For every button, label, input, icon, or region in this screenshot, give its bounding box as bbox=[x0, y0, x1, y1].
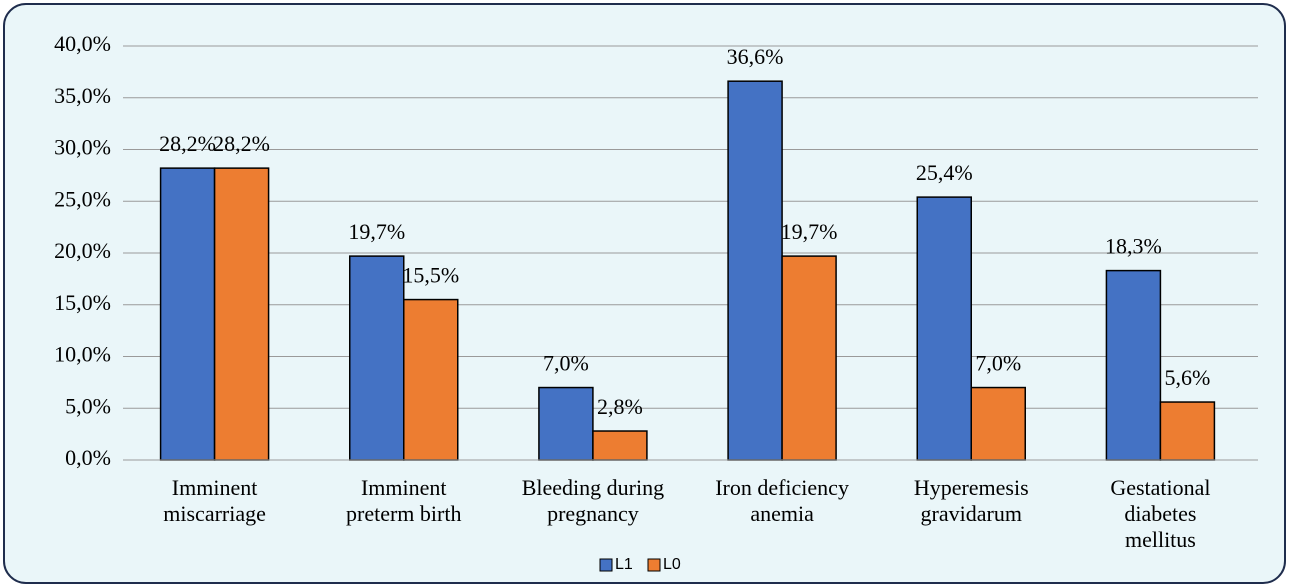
data-label: 2,8% bbox=[597, 394, 643, 419]
x-tick-line: anemia bbox=[750, 501, 814, 526]
x-tick-line: Gestational bbox=[1110, 475, 1210, 500]
x-tick-label: Imminent miscarriage bbox=[163, 475, 266, 526]
x-tick-label: Hyperemesis gravidarum bbox=[914, 475, 1029, 526]
bar bbox=[349, 255, 405, 461]
y-tick-label: 25,0% bbox=[54, 186, 111, 211]
x-tick-line: Imminent bbox=[361, 475, 447, 500]
y-tick-label: 40,0% bbox=[54, 31, 111, 56]
bar bbox=[916, 196, 972, 461]
bar bbox=[159, 167, 216, 461]
data-label: 25,4% bbox=[916, 160, 973, 185]
x-tick-line: Hyperemesis bbox=[914, 475, 1029, 500]
x-tick-line: Imminent bbox=[172, 475, 258, 500]
data-label: 5,6% bbox=[1165, 365, 1211, 390]
data-label: 36,6% bbox=[727, 44, 784, 69]
legend-swatch bbox=[599, 558, 613, 572]
data-label: 7,0% bbox=[975, 351, 1021, 376]
x-tick-line: miscarriage bbox=[163, 501, 266, 526]
x-tick-label: Bleeding during pregnancy bbox=[522, 475, 664, 526]
data-label: 28,2% bbox=[159, 131, 216, 156]
x-tick-line: mellitus bbox=[1125, 527, 1196, 552]
bar bbox=[1105, 269, 1162, 461]
x-tick-line: pregnancy bbox=[547, 501, 639, 526]
data-label: 28,2% bbox=[213, 131, 270, 156]
data-label: 19,7% bbox=[781, 219, 838, 244]
y-tick-label: 5,0% bbox=[65, 393, 111, 418]
y-tick-label: 0,0% bbox=[65, 445, 111, 470]
x-tick-label: Imminent preterm birth bbox=[346, 475, 461, 526]
bar bbox=[403, 298, 459, 461]
y-tick-label: 15,0% bbox=[54, 290, 111, 315]
bar bbox=[538, 386, 594, 461]
y-tick-label: 10,0% bbox=[54, 342, 111, 367]
bar bbox=[970, 386, 1026, 461]
bar bbox=[781, 255, 837, 461]
bar bbox=[592, 430, 648, 461]
legend-label: L1 bbox=[615, 556, 633, 573]
x-tick-label: Gestational diabetes mellitus bbox=[1110, 475, 1210, 552]
x-tick-label: Iron deficiency anemia bbox=[715, 475, 849, 526]
x-tick-line: preterm birth bbox=[346, 501, 461, 526]
x-tick-line: diabetes bbox=[1124, 501, 1196, 526]
x-tick-line: gravidarum bbox=[921, 501, 1022, 526]
y-tick-label: 30,0% bbox=[54, 135, 111, 160]
data-label: 19,7% bbox=[348, 219, 405, 244]
bar bbox=[1159, 401, 1216, 461]
x-tick-line: Iron deficiency bbox=[715, 475, 849, 500]
y-tick-label: 20,0% bbox=[54, 238, 111, 263]
data-label: 7,0% bbox=[543, 351, 589, 376]
bar bbox=[213, 167, 270, 461]
x-tick-line: Bleeding during bbox=[522, 475, 664, 500]
legend-label: L0 bbox=[663, 556, 681, 573]
data-label: 15,5% bbox=[402, 263, 459, 288]
data-label: 18,3% bbox=[1105, 234, 1162, 259]
legend-swatch bbox=[647, 558, 661, 572]
y-tick-label: 35,0% bbox=[54, 83, 111, 108]
bar bbox=[727, 80, 783, 461]
